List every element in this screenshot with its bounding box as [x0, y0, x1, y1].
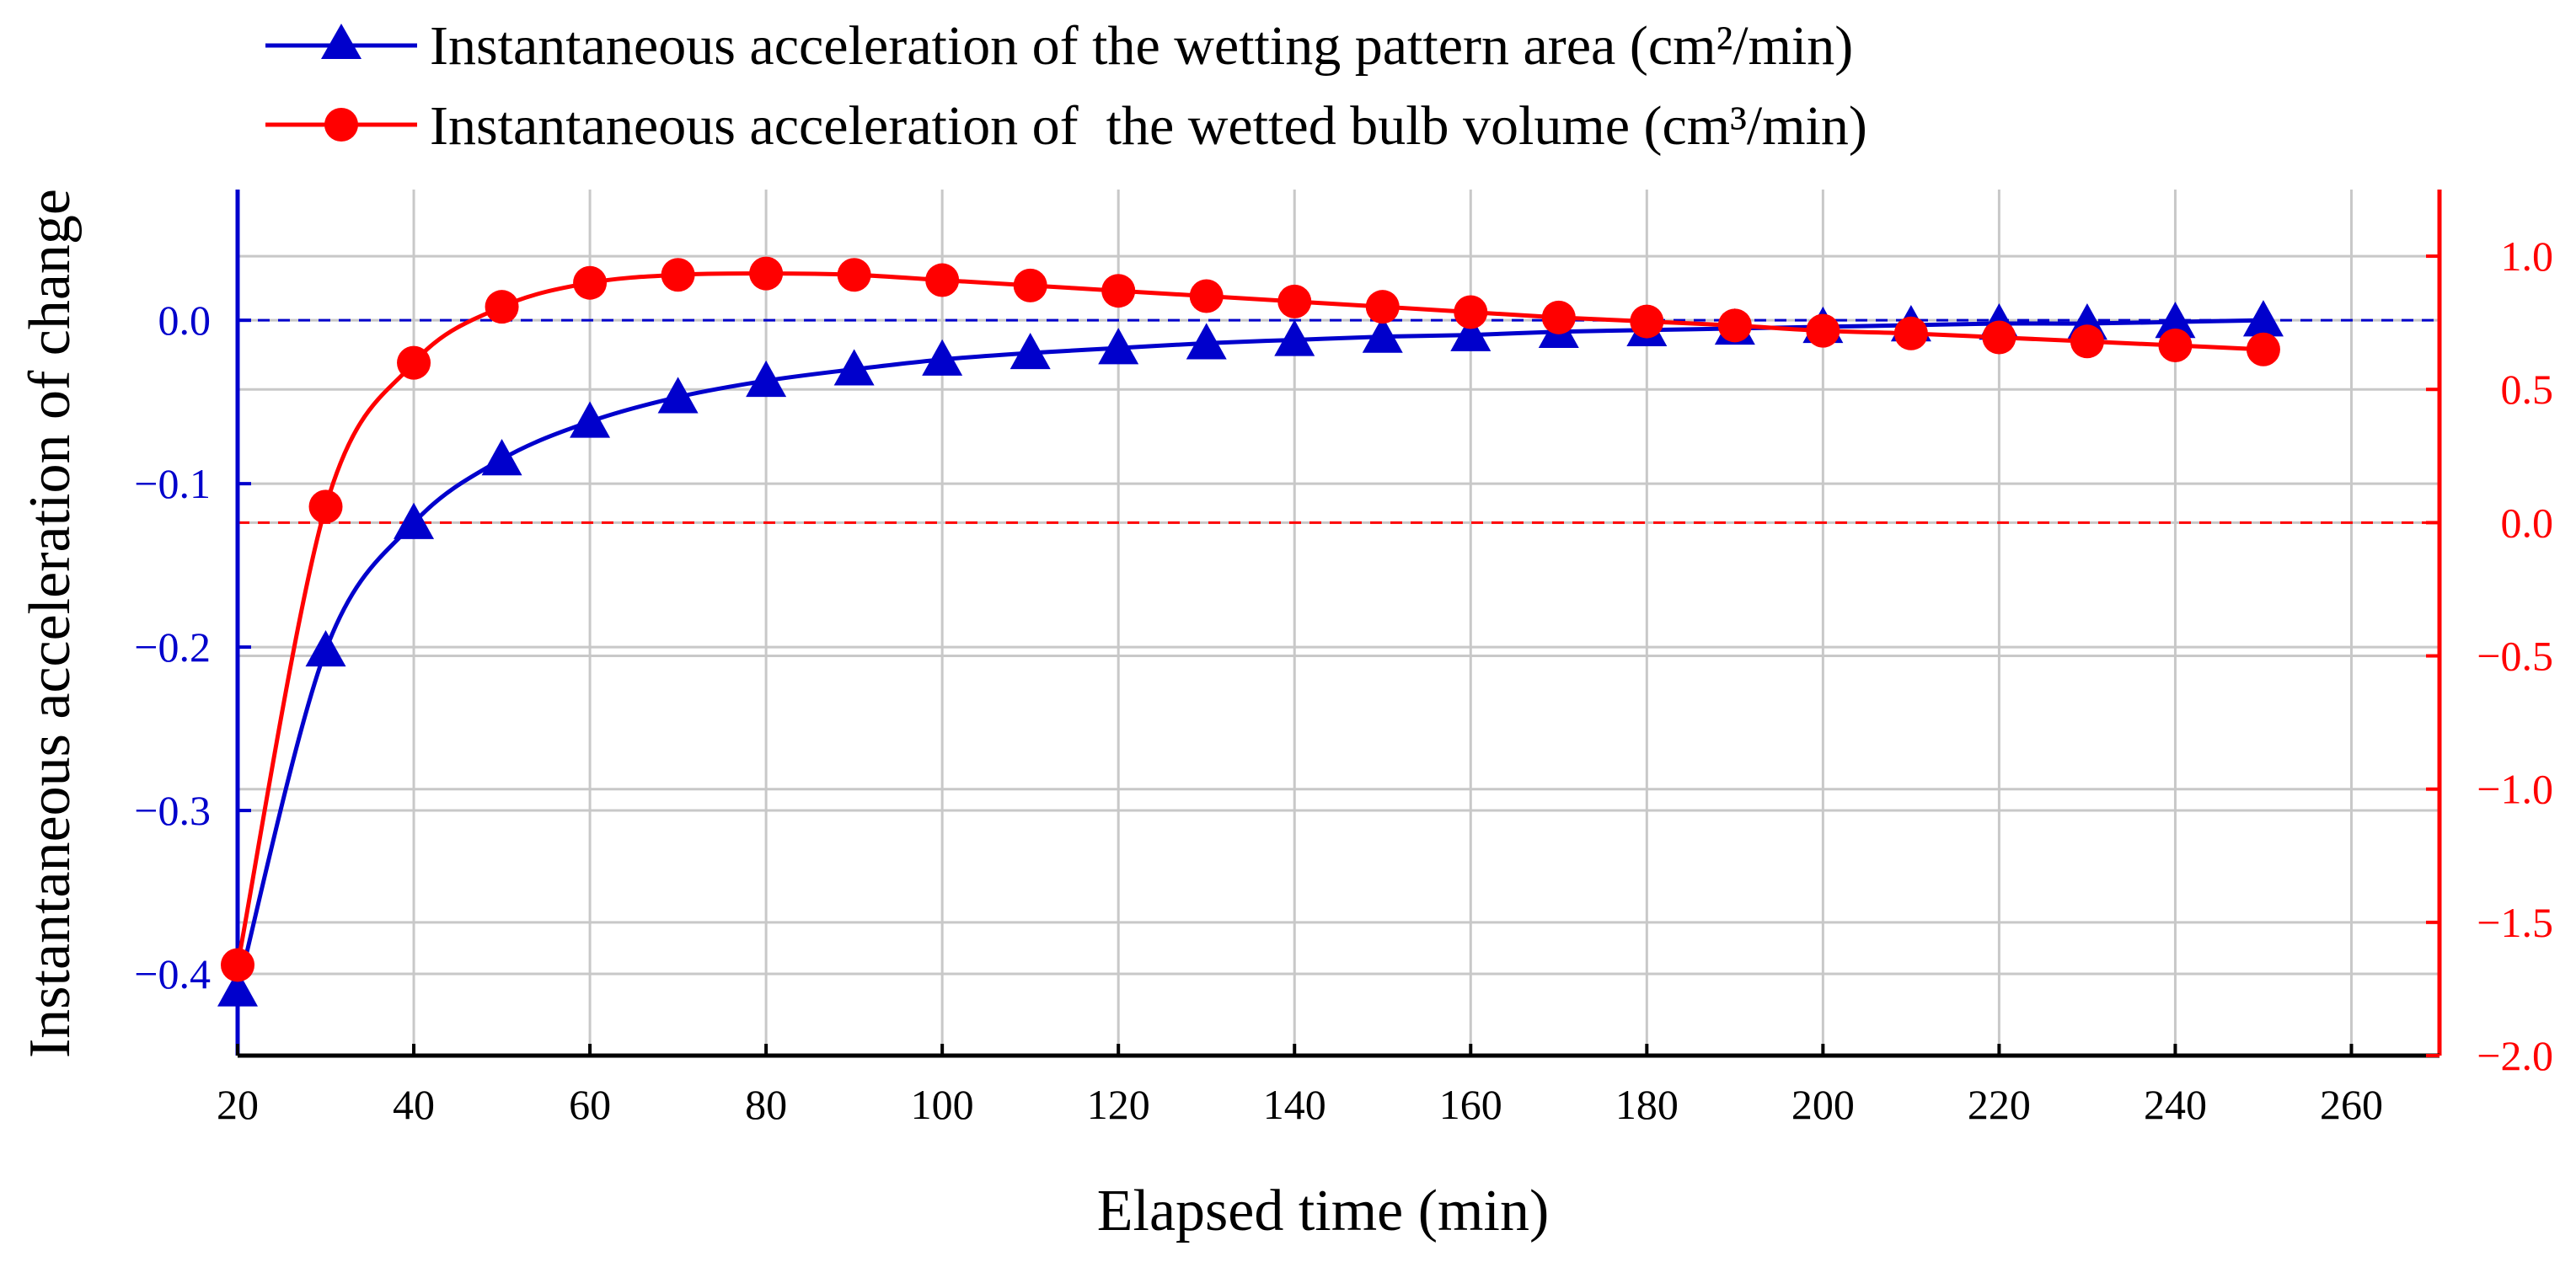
data-point-triangle-160: [1450, 314, 1492, 351]
series-line: [235, 271, 2264, 965]
data-point-circle-140: [1277, 284, 1312, 318]
y-tick-label-right: 1.0: [2501, 233, 2554, 280]
data-point-circle-150: [1365, 290, 1400, 324]
data-point-circle-30: [308, 489, 343, 524]
data-point-circle-60: [573, 265, 608, 300]
data-point-circle-40: [397, 345, 431, 380]
data-point-triangle-250: [2242, 300, 2284, 337]
data-point-circle-90: [837, 258, 871, 292]
data-point-triangle-20: [217, 970, 258, 1007]
y-tick-label-left: −0.3: [134, 787, 211, 834]
legend-triangle-icon: [321, 24, 361, 59]
y-axis-label-left: Instantaneous acceleration of change: [18, 189, 83, 1058]
data-point-circle-220: [1982, 320, 2016, 355]
data-point-circle-200: [1806, 313, 1840, 348]
y-tick-label-right: −2.0: [2477, 1032, 2553, 1079]
reference-lines: [238, 318, 2439, 524]
axes: [235, 190, 2442, 1058]
data-point-triangle-120: [1098, 328, 1139, 365]
x-tick-label: 140: [1263, 1081, 1326, 1128]
data-point-circle-180: [1630, 304, 1664, 339]
x-tick-label: 160: [1439, 1081, 1502, 1128]
y-tick-label-left: 0.0: [158, 297, 212, 344]
x-tick-label: 240: [2144, 1081, 2207, 1128]
data-point-triangle-40: [394, 502, 435, 539]
data-point-circle-100: [925, 263, 960, 297]
data-point-triangle-140: [1274, 319, 1315, 356]
legend-circle-icon: [324, 108, 358, 142]
legend-label-volume: Instantaneous acceleration of the wetted…: [430, 95, 1867, 157]
data-point-circle-190: [1717, 308, 1752, 343]
data-point-circle-80: [749, 256, 784, 291]
legend-label-area: Instantaneous acceleration of the wettin…: [430, 15, 1853, 77]
data-point-circle-20: [221, 948, 254, 982]
data-point-circle-170: [1541, 300, 1576, 334]
data-point-circle-250: [2246, 332, 2280, 366]
data-point-circle-70: [661, 258, 695, 292]
data-point-triangle-150: [1362, 316, 1403, 353]
y-tick-label-right: −1.0: [2477, 766, 2553, 813]
x-tick-label: 60: [569, 1081, 611, 1128]
x-tick-label: 200: [1791, 1081, 1855, 1128]
data-point-circle-130: [1189, 279, 1224, 313]
x-tick-label: 120: [1087, 1081, 1150, 1128]
data-point-triangle-110: [1010, 332, 1051, 370]
y-tick-label-left: −0.1: [134, 460, 211, 507]
legend-entry-area: Instantaneous acceleration of the wettin…: [265, 15, 1853, 77]
tick-labels: 0.0 −0.1 −0.2 −0.3 −0.4 1.0 0.5 0.0 −0.5 −1.0 −1.5…: [134, 233, 2553, 1128]
data-point-circle-50: [485, 290, 519, 324]
x-tick-label: 80: [745, 1081, 787, 1128]
data-point-circle-110: [1013, 268, 1047, 302]
data-point-triangle-70: [657, 377, 699, 414]
x-tick-label: 20: [217, 1081, 259, 1128]
series-wetted-volume: [221, 256, 2280, 982]
series-layer: [217, 256, 2284, 1007]
data-point-circle-240: [2158, 329, 2193, 363]
data-point-triangle-240: [2155, 302, 2196, 339]
series-wetting-area: [217, 300, 2284, 1007]
x-axis-label: Elapsed time (min): [1097, 1179, 1550, 1243]
y-tick-label-right: 0.5: [2501, 366, 2554, 413]
data-point-triangle-60: [570, 401, 611, 438]
x-tick-label: 260: [2320, 1081, 2383, 1128]
y-tick-label-right: −0.5: [2477, 633, 2553, 680]
x-tick-label: 40: [393, 1081, 435, 1128]
y-tick-label-left: −0.2: [134, 623, 211, 671]
data-point-circle-230: [2070, 324, 2104, 359]
legend: Instantaneous acceleration of the wettin…: [265, 15, 1867, 157]
legend-entry-volume: Instantaneous acceleration of the wetted…: [265, 95, 1867, 157]
data-point-circle-210: [1893, 316, 1928, 350]
y-tick-label-right: 0.0: [2501, 499, 2554, 546]
data-point-circle-160: [1454, 295, 1488, 329]
x-tick-label: 220: [1968, 1081, 2031, 1128]
data-point-triangle-30: [305, 629, 346, 667]
data-point-triangle-130: [1186, 323, 1227, 360]
y-tick-label-right: −1.5: [2477, 899, 2553, 946]
data-point-triangle-50: [481, 439, 522, 476]
data-point-triangle-90: [833, 349, 875, 386]
x-tick-label: 100: [911, 1081, 974, 1128]
x-tick-label: 180: [1615, 1081, 1679, 1128]
data-point-circle-120: [1101, 274, 1136, 308]
data-point-triangle-80: [746, 360, 787, 398]
y-tick-label-left: −0.4: [134, 950, 211, 997]
data-point-triangle-100: [922, 339, 963, 376]
